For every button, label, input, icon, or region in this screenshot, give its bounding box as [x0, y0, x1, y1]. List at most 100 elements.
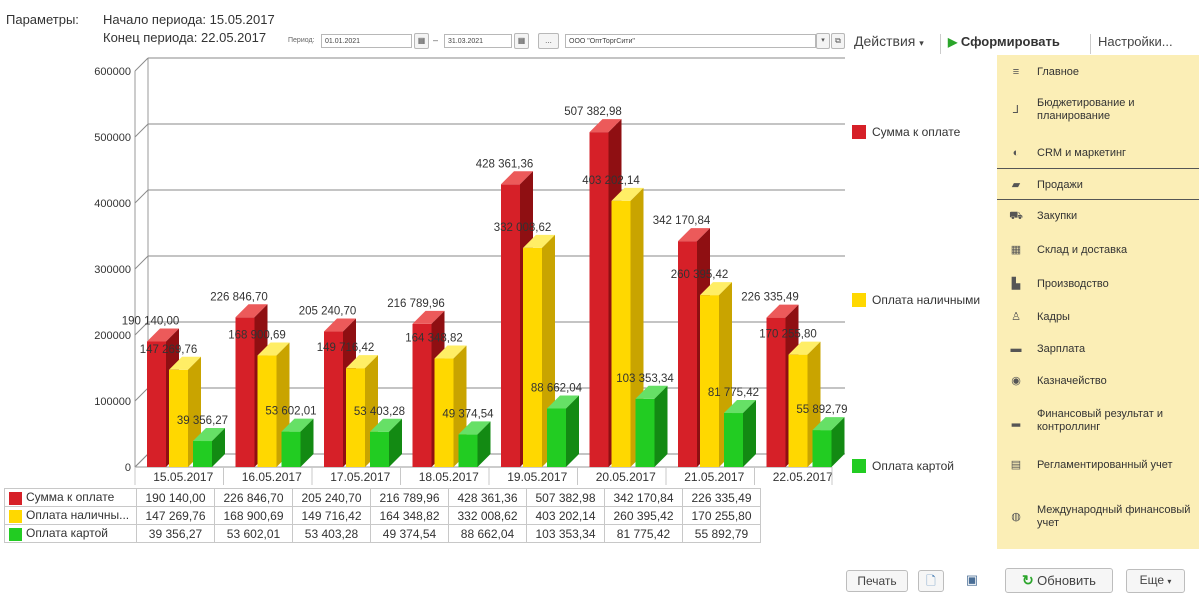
legend-label-cash: Оплата наличными: [872, 293, 981, 307]
actions-menu[interactable]: Действия ▾: [854, 33, 924, 49]
nav-item[interactable]: ⛟ Закупки: [997, 207, 1199, 225]
treasury-icon: ◉: [1011, 375, 1021, 387]
bar-cash: [434, 358, 454, 467]
factory-icon: ▙: [1011, 278, 1021, 290]
menu-icon: ≡: [1012, 66, 1020, 78]
bar-card: [635, 398, 655, 467]
bar-top-cash: [257, 342, 290, 356]
data-label-cash: 260 395,42: [671, 269, 729, 281]
bar-sum: [589, 132, 609, 467]
period-select-button[interactable]: ...: [538, 33, 559, 49]
table-series-label: Оплата картой: [26, 526, 108, 541]
nav-item[interactable]: ▦ Склад и доставка: [997, 241, 1199, 259]
nav-item-label: Продажи: [1037, 178, 1083, 191]
preview-button[interactable]: 🗋: [918, 570, 944, 592]
table-swatch-cash: [9, 509, 22, 523]
nav-item[interactable]: ◍ Международный финансовый учет: [997, 501, 1199, 533]
bar-side-card: [743, 400, 756, 467]
table-swatch-sum: [9, 491, 22, 505]
calendar-to-icon[interactable]: ▦: [514, 33, 529, 49]
sales-icon: ▰: [1011, 179, 1021, 191]
bar-card: [370, 431, 389, 467]
cart-icon: ⛟: [1009, 210, 1023, 222]
bar-cash: [523, 247, 542, 467]
data-label-card: 55 892,79: [796, 404, 847, 416]
data-label-card: 53 403,28: [354, 406, 405, 418]
table-series-cell: Сумма к оплате: [4, 488, 137, 507]
date-from-input[interactable]: 01.01.2021: [321, 34, 412, 48]
bar-side-card: [389, 418, 402, 467]
refresh-label: Обновить: [1037, 573, 1096, 588]
bar-cash: [169, 369, 188, 467]
bar-top-card: [812, 417, 845, 431]
date-to-input[interactable]: 31.03.2021: [444, 34, 512, 48]
refresh-button[interactable]: ↻ Обновить: [1005, 568, 1113, 593]
table-cell: 260 395,42: [604, 506, 683, 525]
preview-icon: 🗋: [926, 574, 936, 588]
bar-top-sum: [412, 310, 445, 324]
data-label-cash: 170 255,80: [759, 329, 817, 341]
bar-sum: [235, 317, 255, 467]
grid-line-diagonal: [134, 453, 149, 468]
org-dropdown-icon[interactable]: ▾: [816, 33, 830, 49]
table-cell: 53 403,28: [292, 524, 371, 543]
bar-top-cash: [523, 234, 555, 248]
nav-separator: [997, 168, 1199, 169]
sections-panel: ≡ Главное ⅃ Бюджетирование и планирование ◐ C…: [997, 55, 1199, 549]
play-icon: ▶: [948, 35, 958, 49]
nav-item[interactable]: ♙ Кадры: [997, 308, 1199, 326]
nav-item[interactable]: ◐ CRM и маркетинг: [997, 143, 1199, 163]
chart-y-axis: 600000 500000 400000 300000 200000 100000 0: [94, 66, 131, 474]
more-button[interactable]: Еще ▾: [1126, 569, 1185, 593]
nav-item-label: Закупки: [1037, 209, 1078, 222]
nav-item[interactable]: ⅃ Бюджетирование и планирование: [997, 95, 1199, 125]
save-icon: ▣: [965, 572, 979, 587]
more-label: Еще: [1139, 573, 1165, 587]
bar-sum: [147, 341, 166, 467]
organization-input[interactable]: ООО "ОптТоргСити": [565, 34, 816, 48]
data-label-card: 39 356,27: [177, 415, 228, 427]
table-series-cell: Оплата картой: [4, 524, 137, 543]
calendar-from-icon[interactable]: ▦: [414, 33, 429, 49]
nav-item[interactable]: ▬ Зарплата: [997, 340, 1199, 358]
legend-swatch-card: [852, 459, 866, 473]
data-label-cash: 403 202,14: [582, 175, 640, 187]
bar-side-card: [212, 428, 225, 467]
x-tick-label: 17.05.2017: [330, 470, 390, 484]
nav-item[interactable]: ▂ Финансовый результат и контроллинг: [997, 405, 1199, 437]
bar-top-sum: [235, 304, 268, 318]
bar-top-sum: [147, 328, 179, 342]
toolbar-separator-2: [1090, 34, 1091, 54]
save-button[interactable]: ▣: [960, 570, 984, 592]
table-series-label: Сумма к оплате: [26, 490, 115, 505]
nav-item[interactable]: ▰ Продажи: [997, 176, 1199, 194]
settings-button[interactable]: Настройки...: [1098, 34, 1173, 49]
data-label-sum: 205 240,70: [299, 306, 357, 318]
nav-item[interactable]: ▤ Регламентированный учет: [997, 449, 1199, 481]
nav-item[interactable]: ◉ Казначейство: [997, 372, 1199, 390]
y-tick-label: 600000: [94, 66, 131, 78]
bar-cash: [788, 354, 808, 467]
nav-item[interactable]: ≡ Главное: [997, 63, 1199, 81]
nav-item-label: Зарплата: [1037, 342, 1086, 355]
bar-top-cash: [169, 356, 201, 370]
print-button[interactable]: Печать: [846, 570, 908, 592]
nav-item[interactable]: ▙ Производство: [997, 275, 1199, 293]
bar-top-card: [193, 428, 225, 442]
toolbar-separator: [940, 34, 941, 54]
nav-item-label: Бюджетирование и планирование: [1037, 97, 1135, 122]
data-label-sum: 226 846,70: [210, 291, 268, 303]
bar-cash: [611, 200, 631, 467]
bar-side-card: [566, 395, 579, 467]
generate-label: Сформировать: [960, 34, 1060, 49]
data-label-cash: 164 348,82: [405, 333, 463, 345]
x-tick-label: 20.05.2017: [596, 470, 656, 484]
data-label-card: 88 662,04: [531, 382, 583, 394]
bar-sum: [678, 241, 697, 467]
nav-item-label: Склад и доставка: [1037, 243, 1128, 256]
bar-top-card: [281, 418, 314, 432]
data-table: Сумма к оплате 190 140,00 226 846,70 205 24…: [4, 488, 761, 543]
org-open-icon[interactable]: ⧉: [831, 33, 845, 49]
table-row-sum: Сумма к оплате 190 140,00 226 846,70 205 24…: [4, 488, 761, 507]
generate-button[interactable]: ▶ Сформировать: [948, 34, 1060, 49]
